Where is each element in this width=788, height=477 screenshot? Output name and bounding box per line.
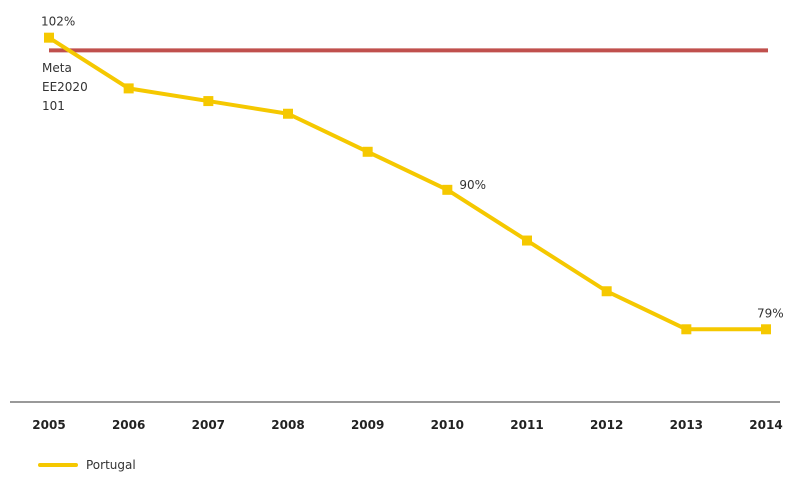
legend-swatch-portugal (38, 463, 78, 467)
series-line-portugal (47, 35, 766, 332)
x-tick-label: 2008 (271, 418, 304, 432)
x-tick-label: 2010 (431, 418, 464, 432)
reference-label-line: EE2020 (42, 80, 88, 94)
x-tick-label: 2005 (32, 418, 65, 432)
data-point-marker (203, 96, 214, 107)
series-markers (44, 32, 771, 335)
reference-line-label: Meta EE2020 101 (42, 61, 88, 113)
data-point-marker (761, 324, 771, 335)
legend: Portugal (38, 458, 136, 472)
x-tick-label: 2011 (510, 418, 543, 432)
data-point-marker (283, 108, 293, 119)
x-tick-label: 2013 (670, 418, 703, 432)
data-label: 102% (41, 15, 75, 29)
data-label: 90% (459, 178, 486, 192)
reference-label-line: Meta (42, 61, 72, 75)
x-tick-label: 2007 (192, 418, 225, 432)
x-axis-ticks: 2005 2006 2007 2008 2009 2010 2011 2012 2013 2014 (32, 418, 782, 432)
data-point-marker (362, 146, 373, 157)
data-labels: 102% 90% 79% (41, 15, 784, 321)
data-point-marker (681, 324, 692, 335)
data-point-marker (522, 235, 532, 246)
legend-label-portugal: Portugal (86, 458, 136, 472)
reference-label-line: 101 (42, 99, 65, 113)
data-point-marker (123, 83, 134, 94)
x-tick-label: 2006 (112, 418, 145, 432)
data-point-marker (44, 32, 54, 43)
data-point-marker (442, 184, 453, 195)
data-label: 79% (757, 306, 784, 320)
data-point-marker (601, 286, 612, 297)
x-tick-label: 2009 (351, 418, 384, 432)
x-tick-label: 2014 (749, 418, 782, 432)
x-tick-label: 2012 (590, 418, 623, 432)
